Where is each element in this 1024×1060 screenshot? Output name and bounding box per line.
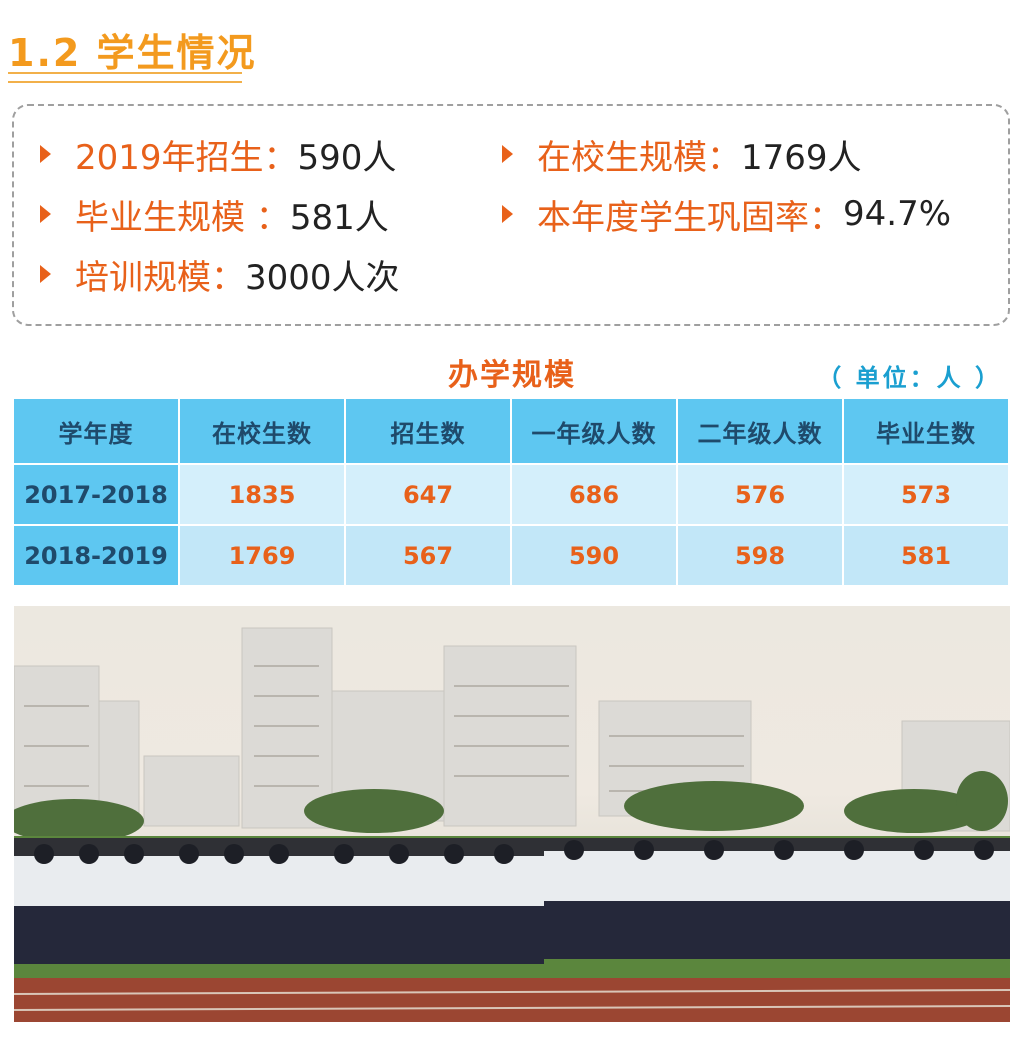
header-cell: 毕业生数 [842, 397, 1010, 465]
title-underline [8, 72, 242, 83]
stat-label: 2019年招生： [75, 137, 298, 178]
stats-box [12, 104, 1010, 326]
stat-label: 在校生规模： [537, 137, 741, 178]
table-title: 办学规模 [448, 358, 576, 393]
table-cell: 590 [510, 524, 678, 587]
arrow-bullet-icon [502, 145, 513, 163]
stat-value: 590人 [297, 137, 397, 178]
table-cell: 576 [676, 463, 844, 526]
student-assembly-photo [14, 606, 1010, 1022]
stat-graduates: 毕业生规模 ： 581人 [40, 192, 389, 238]
table-cell: 598 [676, 524, 844, 587]
table-cell: 567 [344, 524, 512, 587]
table-cell: 1769 [178, 524, 346, 587]
year-cell: 2017-2018 [12, 463, 180, 526]
table-cell: 573 [842, 463, 1010, 526]
table-cell: 647 [344, 463, 512, 526]
year-cell: 2018-2019 [12, 524, 180, 587]
stat-label: 毕业生规模 ： [75, 197, 290, 238]
stat-value: 581人 [289, 197, 389, 238]
table-row: 2018-2019 1769 567 590 598 581 [12, 524, 1010, 587]
stat-training: 培训规模： 3000人次 [40, 252, 400, 298]
header-cell: 学年度 [12, 397, 180, 465]
school-scale-table: 学年度 在校生数 招生数 一年级人数 二年级人数 毕业生数 2017-2018 … [12, 397, 1010, 587]
table-cell: 1835 [178, 463, 346, 526]
stat-value: 1769人 [741, 137, 862, 178]
stat-enrollment-2019: 2019年招生： 590人 [40, 132, 397, 178]
stat-value: 3000人次 [245, 257, 400, 298]
arrow-bullet-icon [40, 265, 51, 283]
header-cell: 一年级人数 [510, 397, 678, 465]
header-cell: 二年级人数 [676, 397, 844, 465]
stat-retention-rate: 本年度学生巩固率： 94.7% [502, 192, 952, 238]
unit-note: （ 单位：人 ） [817, 364, 1002, 392]
campus-scene-illustration [14, 627, 1010, 1022]
arrow-bullet-icon [40, 145, 51, 163]
section-title: 1.2 学生情况 [8, 31, 257, 75]
table-cell: 686 [510, 463, 678, 526]
header-cell: 在校生数 [178, 397, 346, 465]
stat-label: 培训规模： [75, 257, 245, 298]
table-row: 2017-2018 1835 647 686 576 573 [12, 463, 1010, 526]
stat-label: 本年度学生巩固率： [537, 197, 843, 238]
arrow-bullet-icon [40, 205, 51, 223]
header-cell: 招生数 [344, 397, 512, 465]
table-header-row: 学年度 在校生数 招生数 一年级人数 二年级人数 毕业生数 [12, 397, 1010, 465]
arrow-bullet-icon [502, 205, 513, 223]
table-cell: 581 [842, 524, 1010, 587]
stat-value: 94.7% [843, 194, 952, 234]
stat-current-students: 在校生规模： 1769人 [502, 132, 862, 178]
